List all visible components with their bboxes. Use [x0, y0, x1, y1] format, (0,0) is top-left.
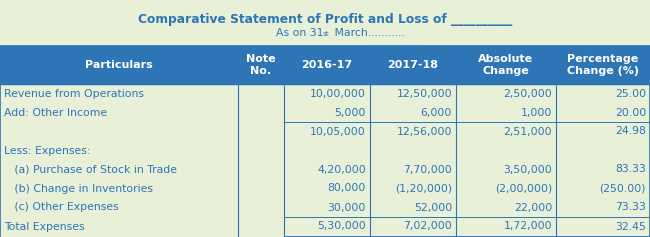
- Text: (b) Change in Inventories: (b) Change in Inventories: [4, 183, 153, 193]
- Bar: [0, 46, 650, 84]
- Text: 20.00: 20.00: [615, 108, 646, 118]
- Bar: [0, 141, 650, 160]
- Bar: [0, 84, 650, 103]
- Text: 2017-18: 2017-18: [387, 60, 439, 70]
- Text: 2,50,000: 2,50,000: [503, 88, 552, 99]
- Bar: [0, 46, 650, 237]
- Bar: [0, 103, 650, 122]
- Text: 52,000: 52,000: [414, 202, 452, 213]
- Text: Less: Expenses:: Less: Expenses:: [4, 146, 90, 155]
- Text: (a) Purchase of Stock in Trade: (a) Purchase of Stock in Trade: [4, 164, 177, 174]
- Text: 6,000: 6,000: [421, 108, 452, 118]
- Text: (1,20,000): (1,20,000): [395, 183, 452, 193]
- Text: Note
No.: Note No.: [246, 54, 276, 76]
- Text: 1,000: 1,000: [521, 108, 552, 118]
- Text: Comparative Statement of Profit and Loss of __________: Comparative Statement of Profit and Loss…: [138, 13, 512, 26]
- Bar: [0, 217, 650, 236]
- Text: 83.33: 83.33: [615, 164, 646, 174]
- Bar: [0, 198, 650, 217]
- Text: 5,000: 5,000: [335, 108, 366, 118]
- Text: Add: Other Income: Add: Other Income: [4, 108, 107, 118]
- Bar: [0, 179, 650, 198]
- Text: Revenue from Operations: Revenue from Operations: [4, 88, 144, 99]
- Text: 80,000: 80,000: [328, 183, 366, 193]
- Text: 3,50,000: 3,50,000: [503, 164, 552, 174]
- Bar: [0, 160, 650, 179]
- Text: 12,50,000: 12,50,000: [396, 88, 452, 99]
- Text: 7,02,000: 7,02,000: [403, 222, 452, 232]
- Text: 24.98: 24.98: [615, 127, 646, 137]
- Text: 7,70,000: 7,70,000: [403, 164, 452, 174]
- Text: 32.45: 32.45: [615, 222, 646, 232]
- Text: Total Expenses: Total Expenses: [4, 222, 84, 232]
- Text: (250.00): (250.00): [599, 183, 646, 193]
- Text: Absolute
Change: Absolute Change: [478, 54, 534, 76]
- Text: 22,000: 22,000: [514, 202, 552, 213]
- Text: Percentage
Change (%): Percentage Change (%): [567, 54, 639, 76]
- Text: (c) Other Expenses: (c) Other Expenses: [4, 202, 119, 213]
- Text: st: st: [323, 31, 330, 37]
- Text: Particulars: Particulars: [85, 60, 153, 70]
- Text: 73.33: 73.33: [615, 202, 646, 213]
- Text: 10,05,000: 10,05,000: [310, 127, 366, 137]
- Text: 2016-17: 2016-17: [302, 60, 352, 70]
- Text: 1,72,000: 1,72,000: [503, 222, 552, 232]
- Text: 4,20,000: 4,20,000: [317, 164, 366, 174]
- Bar: [0, 236, 650, 237]
- Text: 5,30,000: 5,30,000: [317, 222, 366, 232]
- Text: 12,56,000: 12,56,000: [396, 127, 452, 137]
- Text: 10,00,000: 10,00,000: [310, 88, 366, 99]
- Text: (2,00,000): (2,00,000): [495, 183, 552, 193]
- Text: 30,000: 30,000: [328, 202, 366, 213]
- Bar: [0, 122, 650, 141]
- Text: 2,51,000: 2,51,000: [503, 127, 552, 137]
- Text: March...........: March...........: [331, 28, 405, 38]
- Text: 25.00: 25.00: [615, 88, 646, 99]
- Text: As on 31: As on 31: [276, 28, 323, 38]
